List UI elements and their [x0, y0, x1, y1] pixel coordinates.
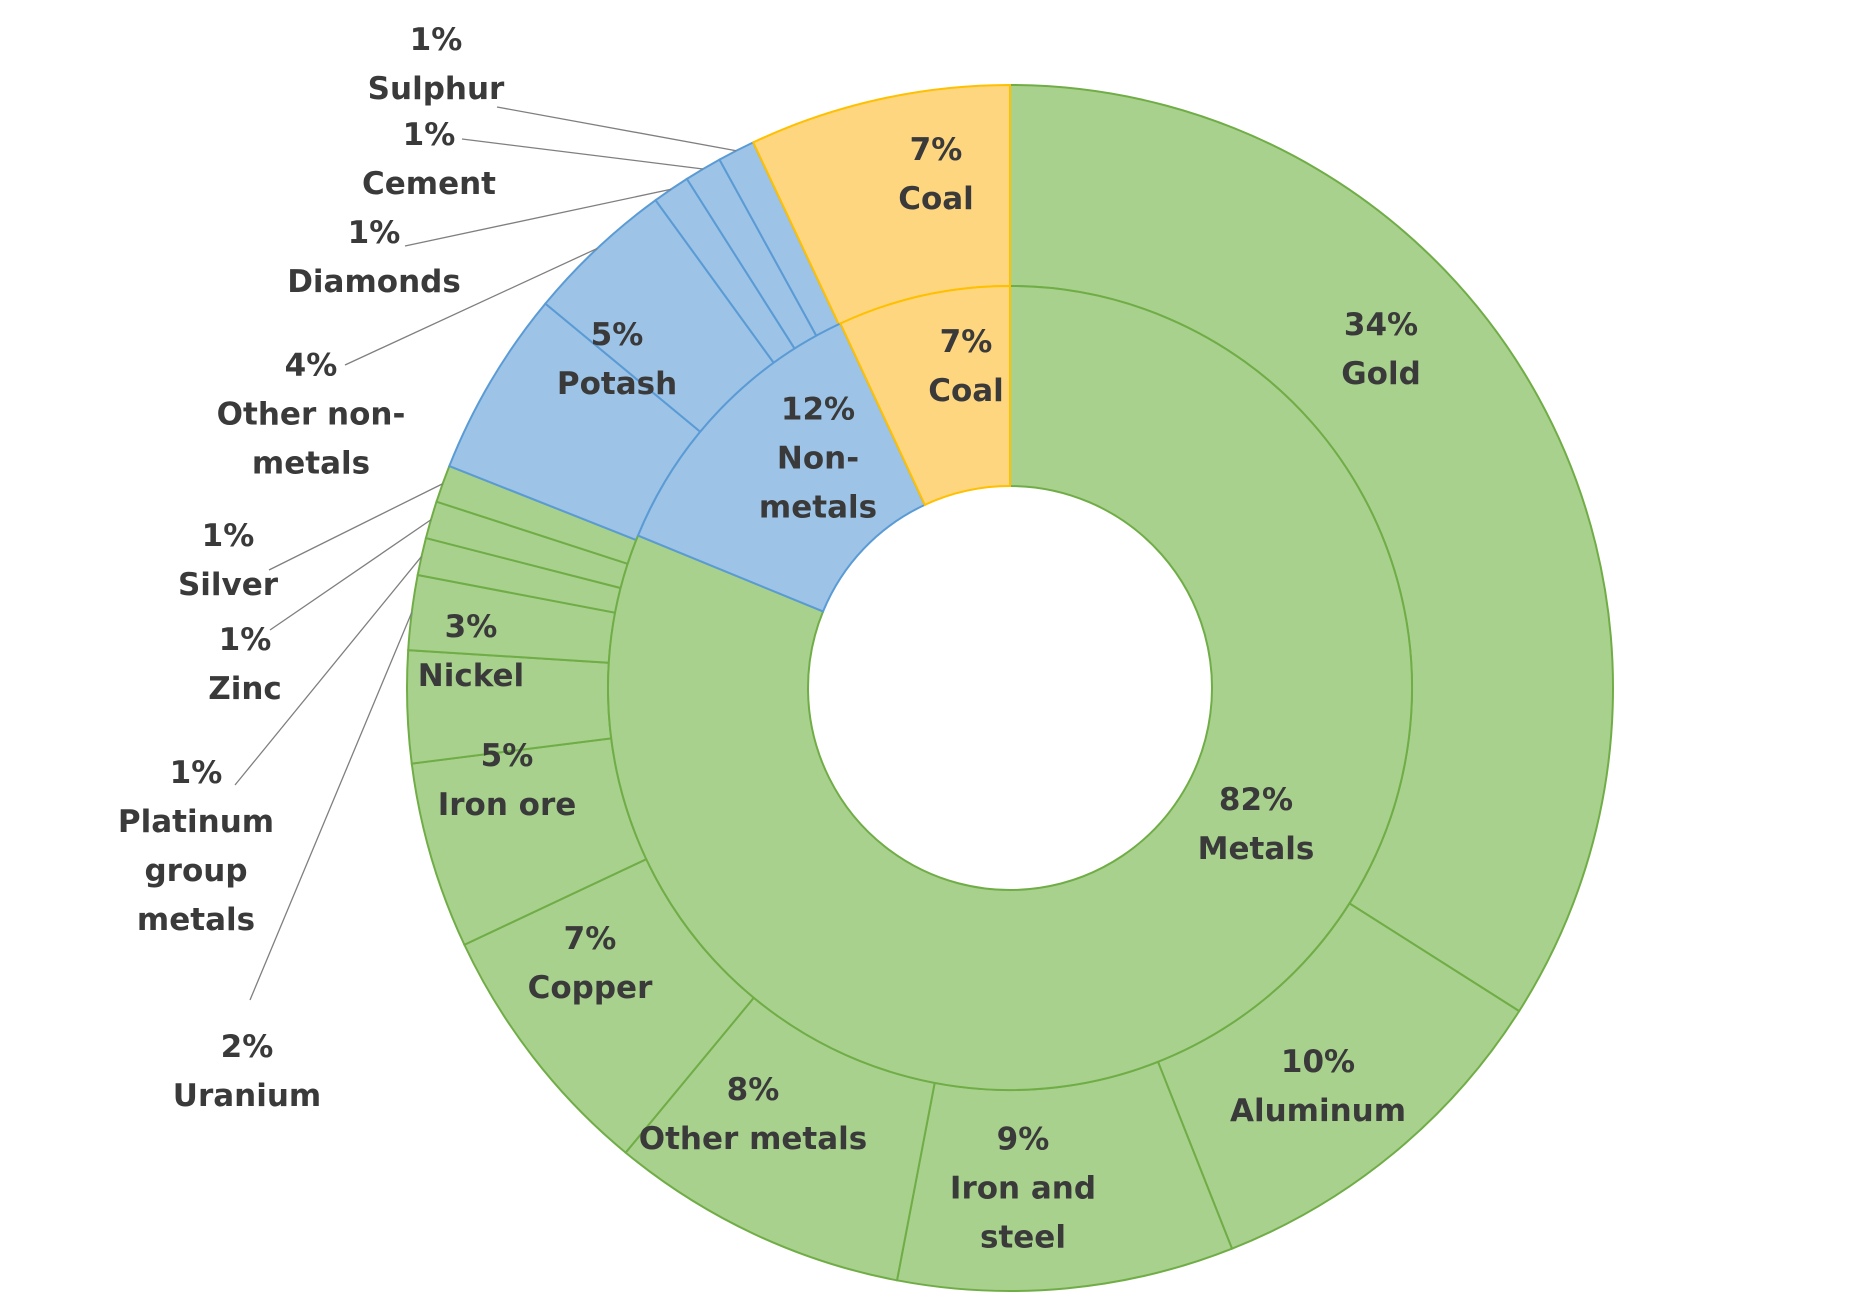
chart-slices — [406, 83, 1614, 1292]
outer-label-potash: 5% Potash — [557, 317, 677, 402]
outer-label-gold: 34% Gold — [1341, 307, 1421, 392]
leader-line-cement — [461, 138, 704, 170]
inner-slice-non-metals — [636, 322, 927, 613]
outer-label-sulphur: 1% Sulphur — [368, 22, 505, 107]
leader-line-diamonds — [404, 188, 672, 247]
outer-label-diamonds: 1% Diamonds — [287, 215, 461, 300]
inner-label-metals: 82% Metals — [1198, 782, 1315, 867]
inner-label-non-metals: 12% Non-metals — [759, 392, 877, 526]
outer-label-nickel: 3% Nickel — [418, 609, 524, 694]
inner-label-coal: 7% Coal — [928, 324, 1004, 409]
outer-label-platinum-group-metals: 1% Platinum group metals — [118, 755, 274, 938]
inner-slice-coal — [839, 284, 1011, 507]
outer-label-other-metals: 8% Other metals — [639, 1072, 868, 1157]
outer-label-uranium: 2% Uranium — [173, 1029, 321, 1114]
leader-line-platinum-group-metals — [234, 556, 423, 786]
leader-line-silver — [268, 483, 443, 571]
chart-labels: 34% Gold 10% Aluminum 9% Iron and steel 8% Other… — [118, 22, 1421, 1256]
outer-label-copper: 7% Copper — [528, 921, 653, 1006]
leader-line-uranium — [249, 612, 413, 1001]
outer-label-zinc: 1% Zinc — [208, 622, 282, 707]
outer-label-iron-and-steel: 9% Iron and steel — [950, 1122, 1096, 1256]
leader-lines — [234, 106, 737, 1001]
leader-line-zinc — [269, 519, 432, 631]
leader-line-other-non-metals — [344, 247, 598, 366]
outer-label-cement: 1% Cement — [362, 117, 496, 202]
outer-label-other-non-metals: 4% Other non-metals — [217, 348, 406, 482]
inner-slice-metals — [607, 284, 1413, 1091]
outer-label-iron-ore: 5% Iron ore — [438, 738, 577, 823]
outer-label-aluminum: 10% Aluminum — [1230, 1044, 1406, 1129]
outer-label-coal: 7% Coal — [898, 132, 974, 217]
leader-line-sulphur — [496, 106, 737, 152]
outer-label-silver: 1% Silver — [178, 518, 279, 603]
